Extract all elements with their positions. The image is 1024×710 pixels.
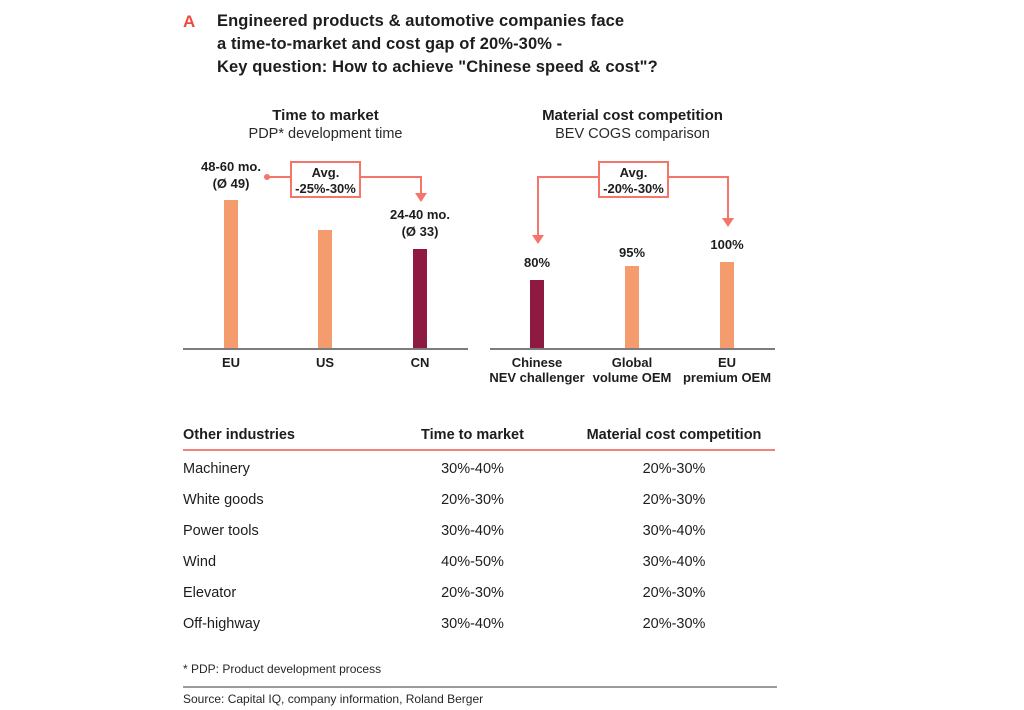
table-cell-industry: Elevator <box>183 584 237 601</box>
chart-subtitle: BEV COGS comparison <box>555 126 710 142</box>
bar-value-label-eu: 48-60 mo. (Ø 49) <box>201 159 261 191</box>
bar-category-label-cn: CN <box>410 355 430 370</box>
bar-value-label: 80% <box>523 255 551 270</box>
table-cell-industry: Machinery <box>183 460 250 477</box>
table-cell-mcc: 30%-40% <box>642 522 706 539</box>
bar-eu <box>224 200 238 350</box>
table-cell-ttm: 30%-40% <box>441 460 504 477</box>
chart-title: Material cost competition <box>542 107 723 124</box>
arrow-down-icon <box>722 218 734 227</box>
table-row: Wind 40%-50% 30%-40% <box>183 546 775 577</box>
table-cell-mcc: 20%-30% <box>642 615 706 632</box>
bar-global-oem <box>625 266 639 350</box>
avg-callout-line-1: Avg. <box>311 165 340 180</box>
other-industries-table: Other industries Time to market Material… <box>183 425 775 639</box>
table-cell-mcc: 20%-30% <box>642 584 706 601</box>
table-cell-ttm: 40%-50% <box>441 553 504 570</box>
table-header-material-cost: Material cost competition <box>586 427 762 443</box>
table-row: Elevator 20%-30% 20%-30% <box>183 577 775 608</box>
connector-line-right <box>668 176 729 178</box>
table-cell-mcc: 20%-30% <box>642 460 706 477</box>
avg-callout-line-2: -25%-30% <box>295 181 356 196</box>
connector-line-down-right <box>727 176 729 219</box>
bar-value-label: 100% <box>710 237 744 252</box>
table-cell-mcc: 20%-30% <box>642 491 706 508</box>
avg-callout-line-2: -20%-30% <box>603 181 664 196</box>
table-cell-industry: Wind <box>183 553 217 570</box>
table-header-industries: Other industries <box>183 427 295 443</box>
bar-eu-premium <box>720 262 734 350</box>
source-note: Source: Capital IQ, company information,… <box>183 692 484 706</box>
bar-value-label: 95% <box>618 245 646 260</box>
connector-line-down <box>420 176 422 194</box>
table-cell-ttm: 30%-40% <box>441 522 504 539</box>
table-cell-industry: White goods <box>183 491 264 508</box>
chart-subtitle: PDP* development time <box>248 126 403 142</box>
chart-material-cost: Material cost competition BEV COGS compa… <box>489 105 775 390</box>
table-cell-ttm: 20%-30% <box>441 491 504 508</box>
connector-line-down-left <box>537 176 539 236</box>
headline-line-3: Key question: How to achieve "Chinese sp… <box>217 58 658 76</box>
table-header-time-to-market: Time to market <box>421 427 524 443</box>
bar-category-label-eu: EU <box>221 355 241 370</box>
avg-callout-line-1: Avg. <box>619 165 648 180</box>
bar-category-label-us: US <box>315 355 335 370</box>
table-header-row: Other industries Time to market Material… <box>183 425 775 443</box>
headline-line-2: a time-to-market and cost gap of 20%-30%… <box>217 35 563 53</box>
footnote-pdp: * PDP: Product development process <box>183 662 382 676</box>
table-header-rule <box>183 449 775 451</box>
bar-cn <box>413 249 427 350</box>
chart-time-to-market: Time to market PDP* development time 48-… <box>183 105 468 390</box>
avg-callout-box: Avg. -25%-30% <box>290 161 361 198</box>
table-cell-industry: Power tools <box>183 522 259 539</box>
x-axis-line <box>183 348 468 350</box>
bar-category-label-global-oem: Global volume OEM <box>592 355 672 385</box>
page-title: Engineered products & automotive compani… <box>217 10 658 79</box>
table-cell-industry: Off-highway <box>183 615 261 632</box>
avg-callout-box: Avg. -20%-30% <box>598 161 669 198</box>
bar-chinese-nev <box>530 280 544 350</box>
bar-category-label-chinese-nev: Chinese NEV challenger <box>489 355 585 385</box>
table-row: White goods 20%-30% 20%-30% <box>183 484 775 515</box>
chart-title: Time to market <box>272 107 379 124</box>
connector-line-left <box>538 176 600 178</box>
table-row: Off-highway 30%-40% 20%-30% <box>183 608 775 639</box>
section-marker: A <box>183 12 196 31</box>
table-row: Machinery 30%-40% 20%-30% <box>183 453 775 484</box>
table-row: Power tools 30%-40% 30%-40% <box>183 515 775 546</box>
table-cell-mcc: 30%-40% <box>642 553 706 570</box>
bar-category-label-eu-premium: EU premium OEM <box>682 355 772 385</box>
table-cell-ttm: 20%-30% <box>441 584 504 601</box>
connector-dot <box>264 174 270 180</box>
bar-value-label-cn: 24-40 mo. (Ø 33) <box>390 207 450 239</box>
connector-line-right <box>361 176 421 178</box>
x-axis-line <box>490 348 775 350</box>
headline-line-1: Engineered products & automotive compani… <box>217 12 625 30</box>
arrow-down-icon <box>532 235 544 244</box>
connector-line-left <box>269 176 290 178</box>
bar-us <box>318 230 332 350</box>
footer-divider <box>183 686 777 688</box>
arrow-down-icon <box>415 193 427 202</box>
table-body: Machinery 30%-40% 20%-30% White goods 20… <box>183 451 775 639</box>
table-cell-ttm: 30%-40% <box>441 615 504 632</box>
